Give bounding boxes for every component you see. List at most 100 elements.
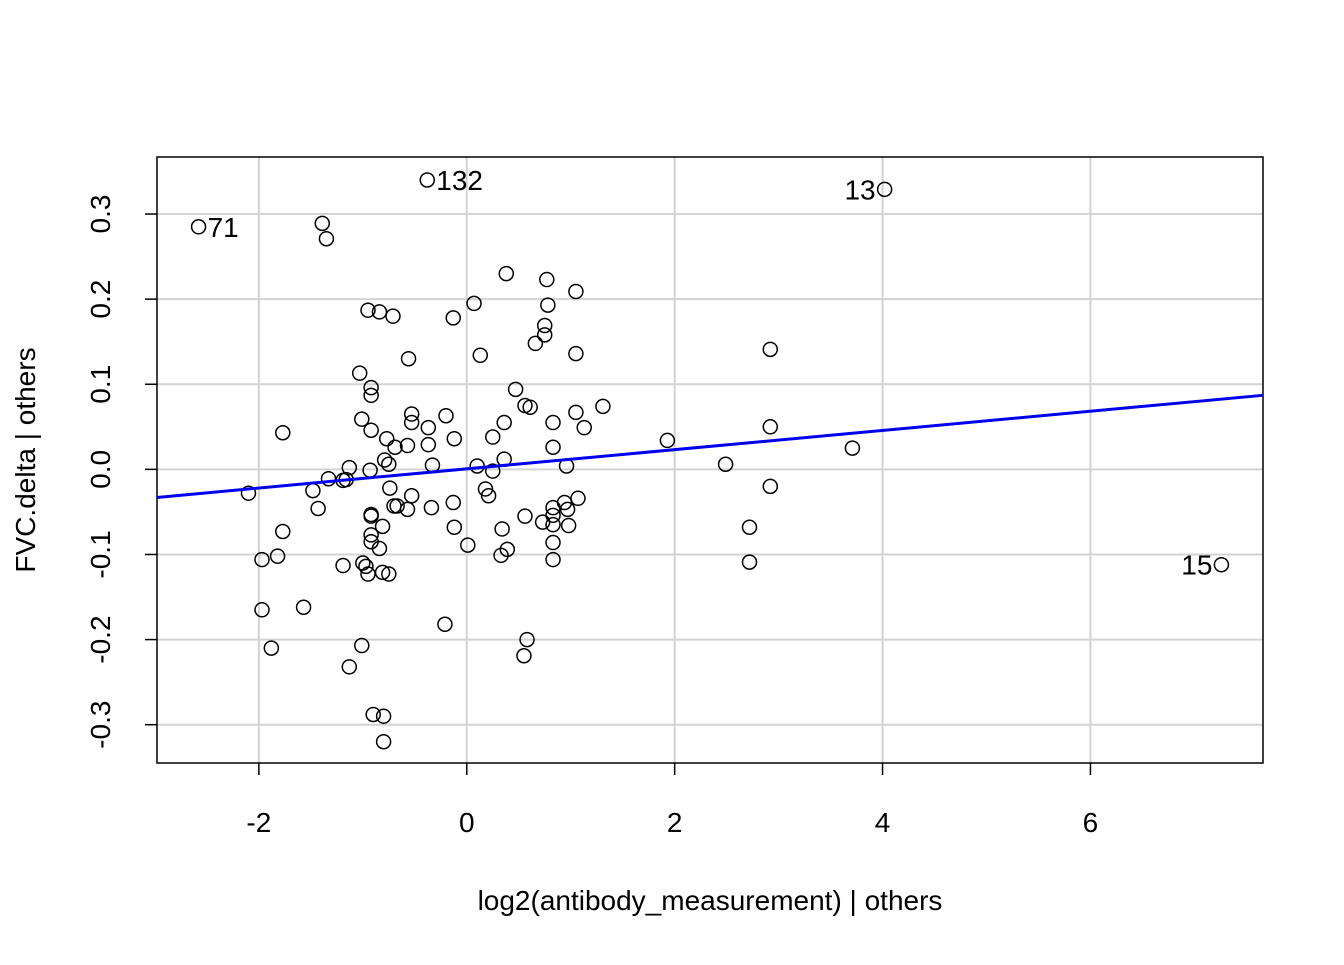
point bbox=[335, 557, 351, 574]
point bbox=[545, 414, 561, 431]
point bbox=[545, 499, 561, 516]
point bbox=[341, 659, 358, 675]
point bbox=[446, 519, 463, 535]
point bbox=[318, 230, 335, 247]
point bbox=[341, 459, 358, 476]
point bbox=[310, 500, 326, 517]
point bbox=[363, 508, 379, 524]
point bbox=[445, 494, 461, 511]
y-tick-label: -0.3 bbox=[85, 701, 116, 749]
point bbox=[517, 508, 533, 524]
point bbox=[522, 399, 538, 415]
y-tick-label: 0.3 bbox=[85, 195, 116, 234]
point bbox=[477, 481, 494, 497]
point bbox=[403, 487, 420, 504]
point bbox=[534, 514, 551, 530]
point bbox=[717, 456, 734, 473]
point bbox=[560, 517, 577, 534]
point bbox=[375, 708, 392, 724]
point bbox=[371, 540, 388, 557]
point bbox=[494, 521, 510, 537]
point bbox=[275, 523, 291, 540]
x-tick-label: 0 bbox=[459, 807, 475, 838]
point bbox=[545, 534, 561, 551]
point bbox=[420, 436, 437, 453]
point bbox=[741, 519, 758, 535]
point bbox=[762, 341, 779, 358]
point bbox=[568, 404, 584, 421]
point bbox=[355, 555, 371, 571]
point bbox=[374, 518, 391, 535]
point bbox=[363, 379, 379, 396]
point bbox=[314, 215, 331, 232]
point bbox=[351, 365, 368, 381]
point bbox=[536, 327, 553, 343]
point bbox=[254, 602, 270, 618]
point bbox=[403, 414, 420, 431]
point bbox=[354, 411, 370, 427]
plot-frame bbox=[156, 156, 1264, 764]
point bbox=[437, 616, 453, 633]
point bbox=[382, 480, 398, 496]
point bbox=[460, 537, 476, 553]
point bbox=[516, 648, 532, 664]
point bbox=[360, 302, 376, 318]
point bbox=[305, 482, 321, 499]
point bbox=[545, 551, 561, 568]
point bbox=[545, 516, 561, 533]
point-label: 15 bbox=[1181, 550, 1212, 581]
point bbox=[376, 452, 393, 468]
point bbox=[493, 547, 509, 564]
labeled-point bbox=[876, 181, 893, 198]
point bbox=[659, 432, 676, 449]
point bbox=[480, 487, 497, 504]
point bbox=[536, 317, 553, 334]
point-label: 71 bbox=[208, 212, 239, 243]
point bbox=[275, 425, 291, 441]
point bbox=[375, 733, 392, 750]
point bbox=[423, 499, 440, 516]
y-tick-label: -0.2 bbox=[85, 615, 116, 663]
point bbox=[385, 308, 401, 324]
point bbox=[576, 419, 592, 436]
point bbox=[269, 548, 286, 564]
point bbox=[539, 271, 555, 288]
y-tick-label: -0.1 bbox=[85, 530, 116, 578]
point bbox=[420, 419, 437, 436]
point bbox=[485, 429, 501, 445]
x-tick-label: -2 bbox=[246, 807, 271, 838]
point bbox=[374, 564, 391, 581]
point bbox=[762, 478, 779, 495]
point bbox=[438, 407, 454, 424]
point bbox=[466, 295, 482, 312]
point bbox=[381, 456, 397, 473]
point bbox=[399, 501, 416, 518]
y-axis-label: FVC.delta | others bbox=[10, 347, 41, 572]
point bbox=[762, 419, 779, 435]
x-tick-label: 4 bbox=[875, 807, 891, 838]
point bbox=[595, 398, 611, 415]
y-tick-label: 0.0 bbox=[85, 450, 116, 489]
y-tick-label: 0.2 bbox=[85, 280, 116, 319]
point bbox=[295, 599, 312, 615]
point bbox=[519, 631, 535, 648]
point bbox=[360, 566, 376, 582]
point bbox=[496, 414, 512, 431]
point bbox=[365, 706, 381, 723]
point bbox=[844, 440, 861, 456]
point-label: 132 bbox=[436, 165, 483, 196]
point bbox=[568, 283, 584, 300]
point bbox=[386, 498, 402, 514]
point bbox=[387, 439, 403, 455]
x-tick-label: 6 bbox=[1083, 807, 1099, 838]
fit-line bbox=[156, 393, 1264, 499]
point bbox=[540, 297, 556, 313]
point bbox=[527, 335, 544, 352]
point bbox=[363, 422, 379, 438]
point bbox=[507, 381, 524, 398]
labeled-point bbox=[190, 219, 207, 235]
x-axis-label: log2(antibody_measurement) | others bbox=[478, 885, 943, 916]
point bbox=[498, 265, 515, 282]
point bbox=[403, 406, 420, 422]
